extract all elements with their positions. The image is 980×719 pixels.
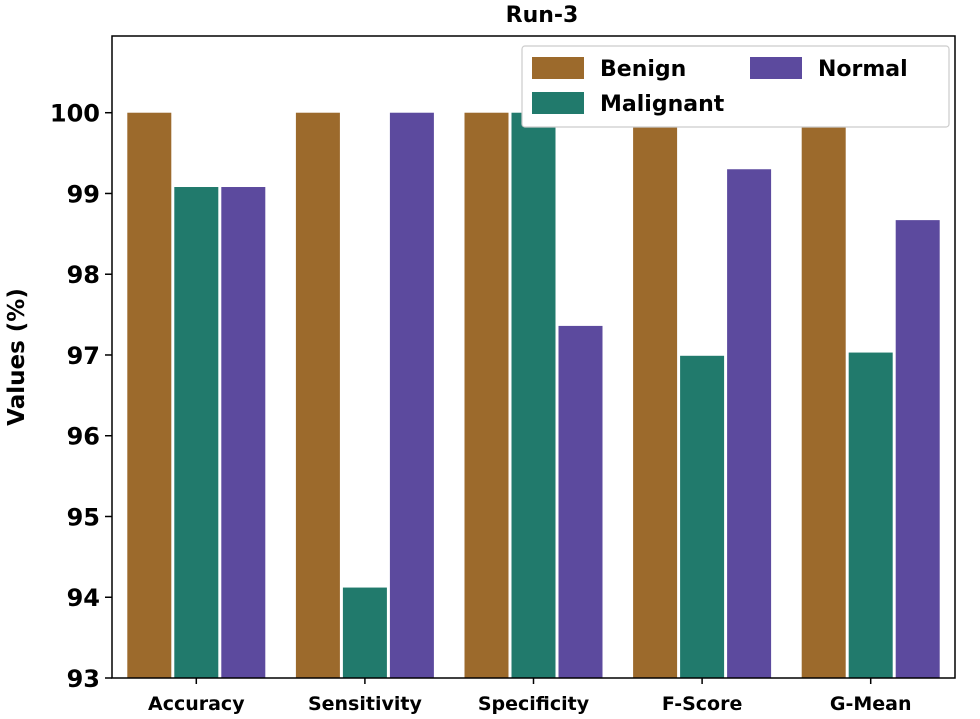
- legend-label-benign: Benign: [600, 57, 686, 82]
- y-axis-label: Values (%): [4, 288, 30, 426]
- legend-box: [521, 45, 950, 128]
- x-tick-label: G-Mean: [830, 693, 912, 715]
- bar-normal-sensitivity: [389, 112, 434, 678]
- bar-normal-g-mean: [895, 220, 940, 678]
- bar-benign-g-mean: [801, 112, 846, 678]
- bar-malignant-accuracy: [174, 187, 219, 678]
- y-tick-label: 100: [50, 100, 100, 128]
- bar-normal-f-score: [727, 169, 772, 678]
- legend-swatch-benign: [532, 57, 584, 79]
- legend-swatch-malignant: [532, 92, 584, 114]
- y-tick-label: 98: [67, 261, 100, 289]
- bar-malignant-sensitivity: [342, 587, 387, 678]
- plot-area: 93 94 95 96 97 98 99 100 Accuracy Sensitivity Spec…: [50, 100, 940, 715]
- bar-benign-accuracy: [127, 112, 172, 678]
- bar-malignant-f-score: [680, 355, 725, 678]
- plot-frame: [111, 35, 956, 679]
- y-tick-label: 96: [67, 423, 100, 451]
- legend-label-normal: Normal: [818, 57, 908, 82]
- bar-benign-f-score: [633, 112, 678, 678]
- bar-benign-sensitivity: [295, 112, 340, 678]
- x-tick-label: Sensitivity: [308, 693, 422, 715]
- y-tick-label: 93: [67, 665, 100, 693]
- bar-malignant-g-mean: [848, 352, 893, 678]
- y-tick-label: 97: [67, 342, 100, 370]
- x-tick-label: Specificity: [478, 693, 590, 715]
- bar-malignant-specificity: [511, 112, 556, 678]
- legend: Benign Malignant Normal: [521, 45, 950, 128]
- x-tick-label: Accuracy: [148, 693, 245, 715]
- x-tick-label: F-Score: [662, 693, 743, 715]
- bar-benign-specificity: [464, 112, 509, 678]
- legend-label-malignant: Malignant: [600, 92, 725, 117]
- bar-normal-accuracy: [221, 187, 266, 678]
- bar-normal-specificity: [558, 325, 603, 678]
- legend-swatch-normal: [750, 57, 802, 79]
- y-tick-label: 99: [67, 180, 100, 208]
- y-tick-label: 94: [67, 584, 100, 612]
- y-tick-label: 95: [67, 503, 100, 531]
- chart-title: Run-3: [506, 3, 579, 28]
